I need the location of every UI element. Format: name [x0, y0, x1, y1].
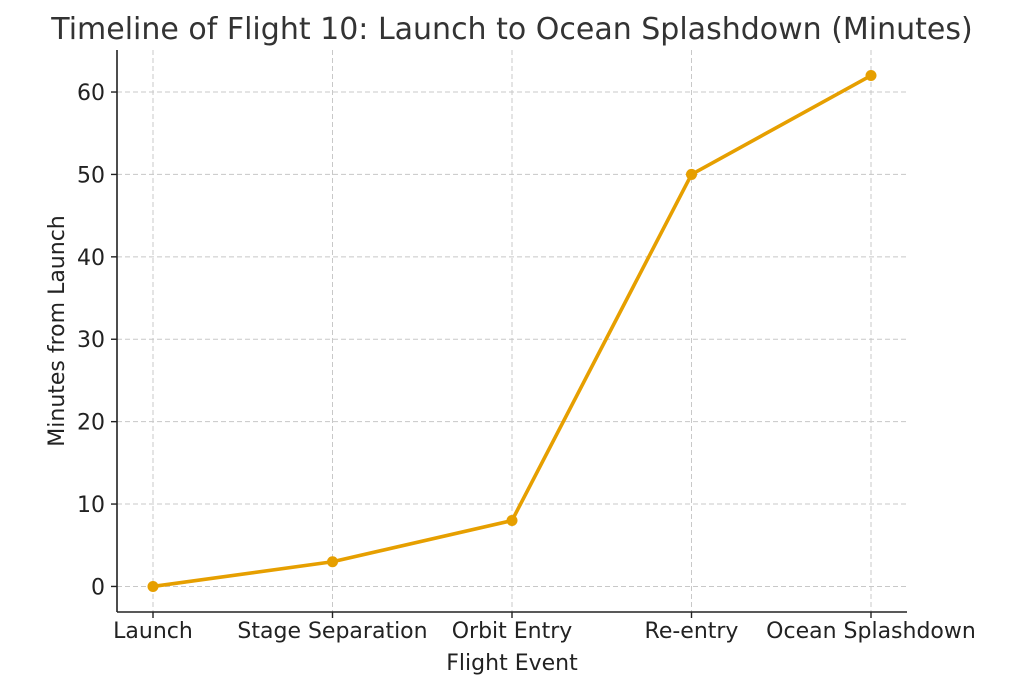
data-point	[865, 70, 877, 82]
data-point	[327, 556, 338, 568]
data-point	[147, 580, 159, 592]
x-tick-label: Ocean Splashdown	[766, 619, 976, 644]
y-tick-label: 10	[77, 493, 105, 518]
y-axis-label: Minutes from Launch	[45, 215, 70, 446]
y-tick-label: 0	[91, 575, 105, 600]
x-tick-label: Orbit Entry	[452, 619, 573, 644]
y-tick-label: 40	[77, 246, 105, 271]
x-tick-label: Stage Separation	[237, 619, 427, 644]
grid-layer	[117, 50, 907, 612]
series-layer	[147, 70, 877, 592]
x-tick-label: Re-entry	[645, 619, 739, 644]
data-point	[506, 515, 518, 527]
y-tick-label: 60	[77, 81, 105, 106]
data-point	[686, 168, 697, 180]
x-ticks-layer: Launch Stage Separation Orbit Entry Re-entr…	[113, 612, 976, 644]
x-axis-label: Flight Event	[446, 651, 578, 676]
chart-title: Timeline of Flight 10: Launch to Ocean S…	[50, 12, 972, 47]
y-tick-label: 20	[77, 411, 105, 436]
y-ticks-layer: 0 10 20 30 40 50 60	[77, 81, 117, 600]
y-tick-label: 30	[77, 328, 105, 353]
x-tick-label: Launch	[113, 619, 193, 644]
y-tick-label: 50	[77, 163, 105, 188]
